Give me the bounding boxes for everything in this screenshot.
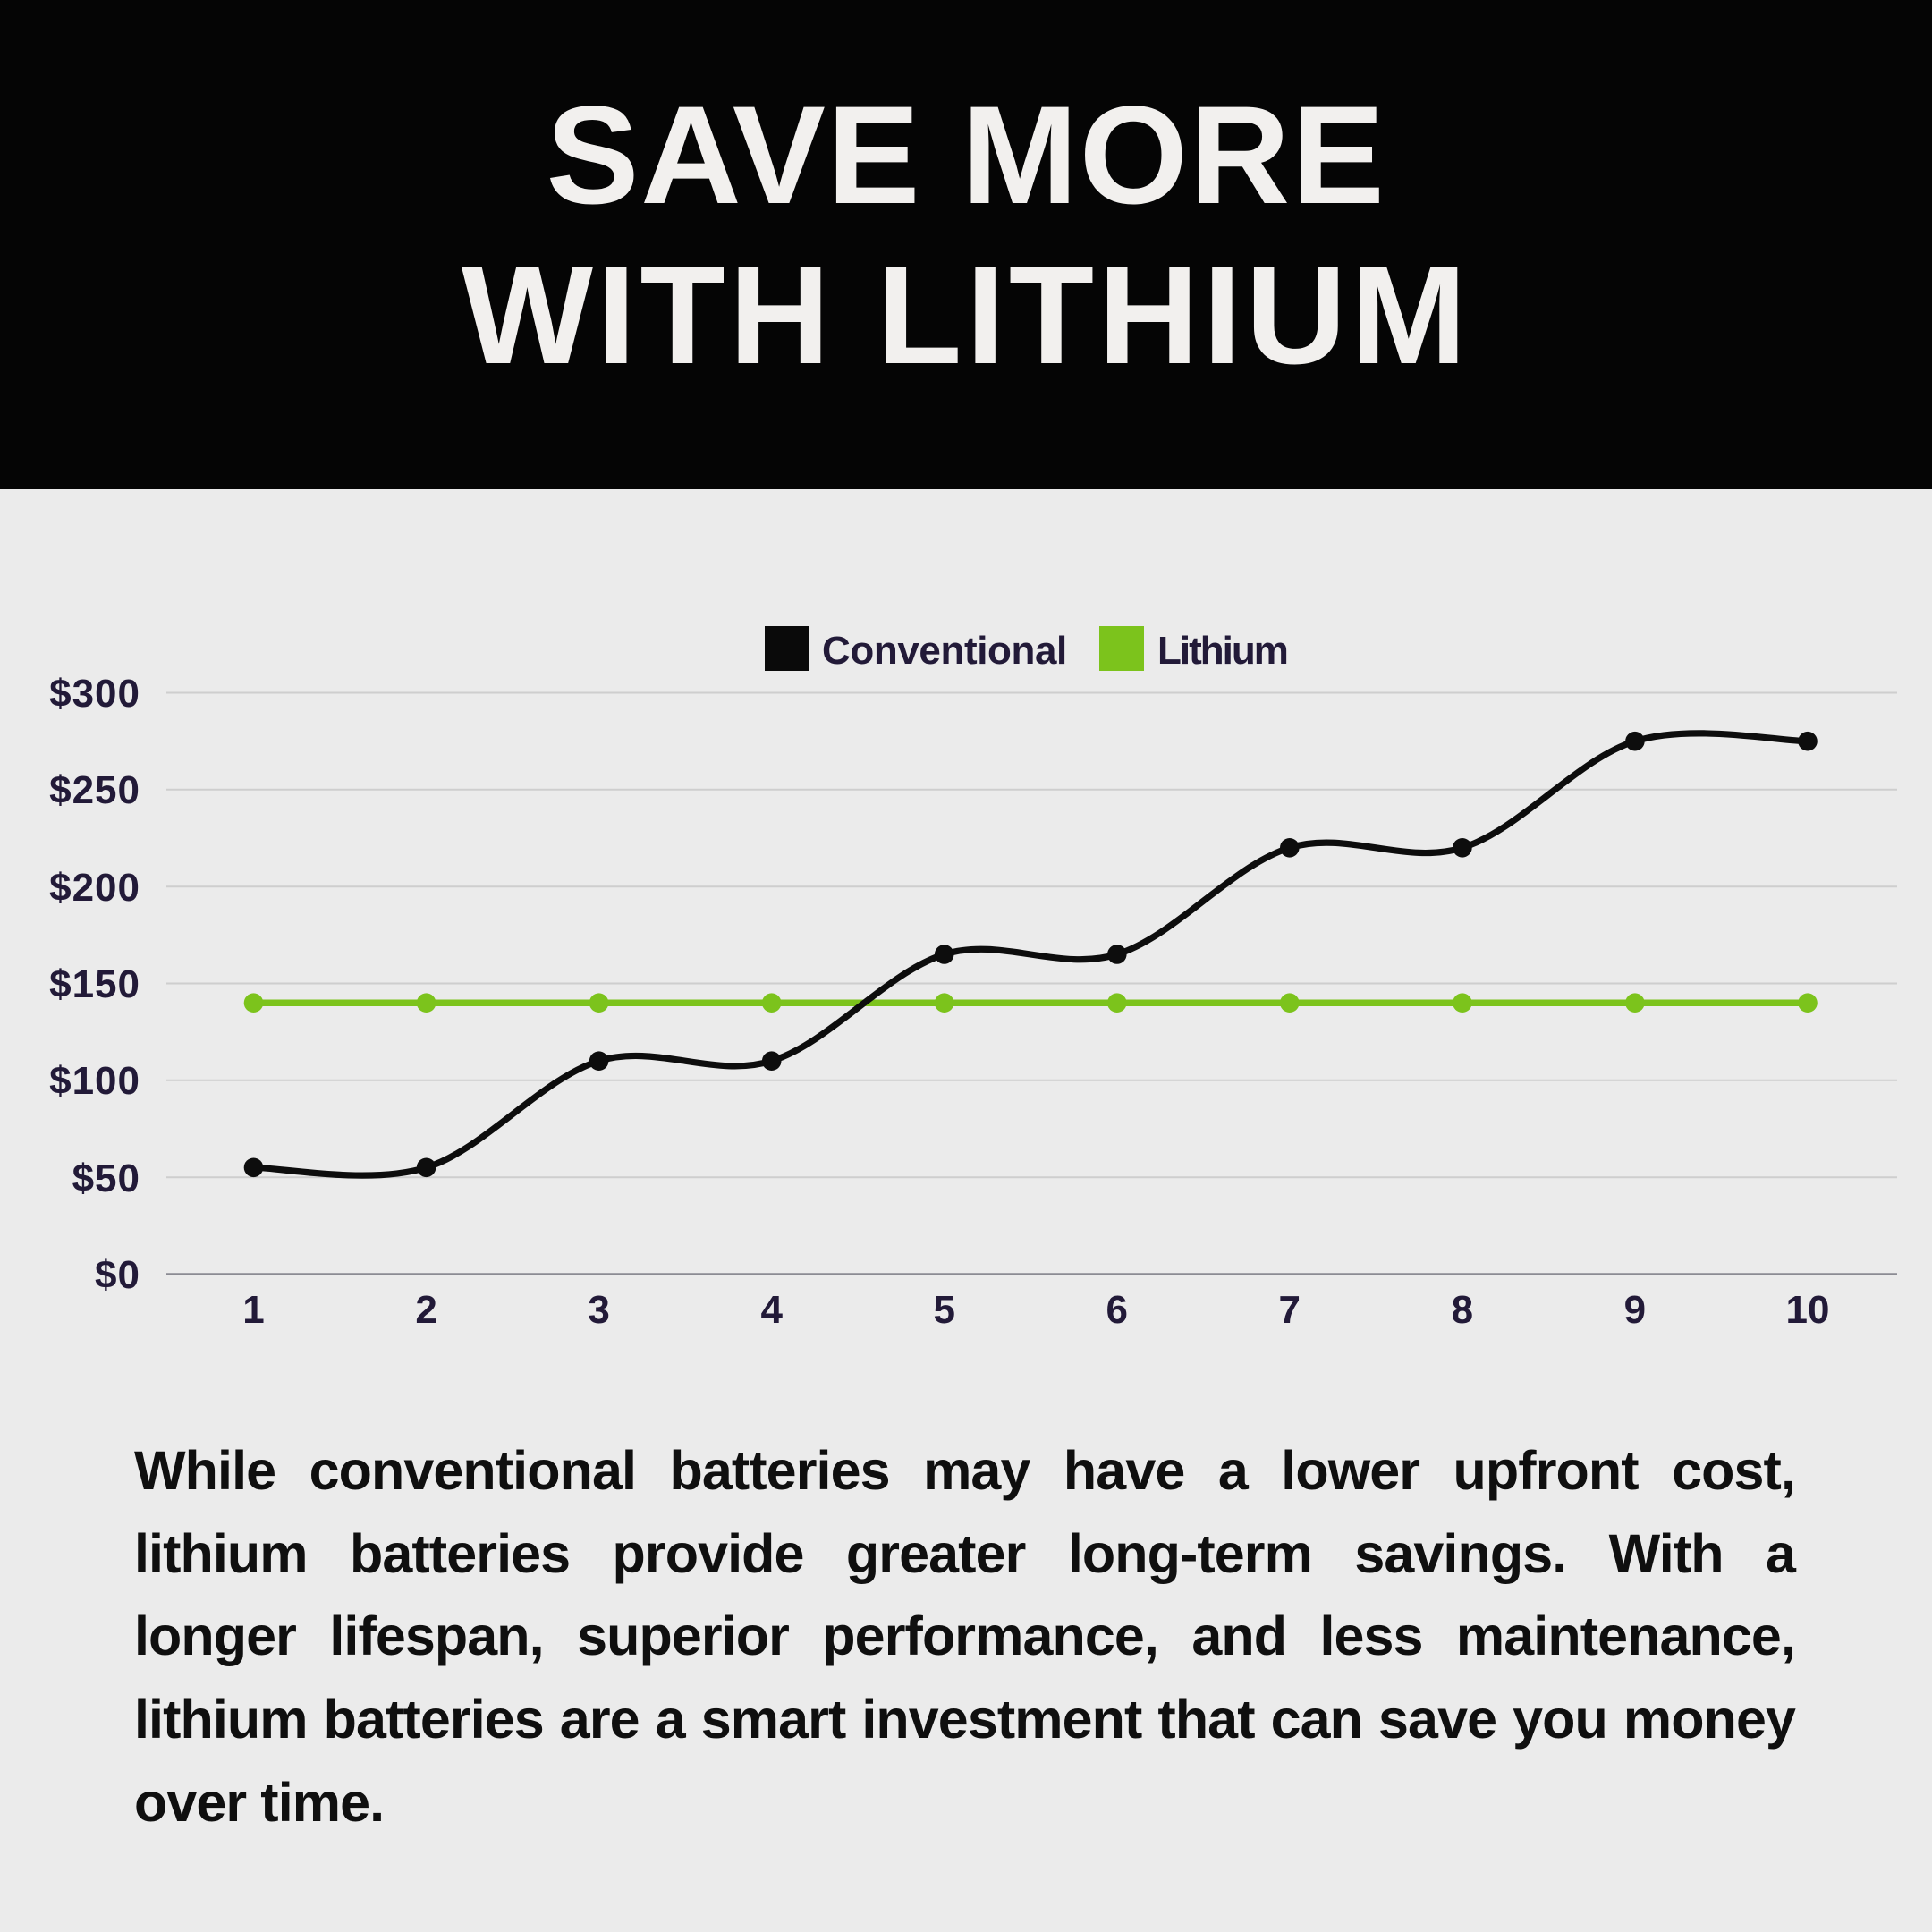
svg-text:$150: $150	[49, 962, 140, 1006]
svg-text:Conventional: Conventional	[822, 629, 1067, 673]
svg-text:6: 6	[1106, 1288, 1128, 1332]
svg-text:4: 4	[760, 1288, 783, 1332]
svg-text:$100: $100	[49, 1059, 140, 1103]
svg-text:10: 10	[1786, 1288, 1830, 1332]
svg-text:$250: $250	[49, 768, 140, 812]
svg-text:3: 3	[588, 1288, 609, 1332]
svg-text:1: 1	[242, 1288, 264, 1332]
svg-text:Lithium: Lithium	[1157, 629, 1287, 673]
svg-text:8: 8	[1452, 1288, 1473, 1332]
svg-text:2: 2	[415, 1288, 436, 1332]
svg-text:$300: $300	[49, 672, 140, 716]
svg-text:9: 9	[1624, 1288, 1646, 1332]
svg-text:$50: $50	[72, 1157, 140, 1200]
svg-text:5: 5	[933, 1288, 954, 1332]
svg-text:7: 7	[1279, 1288, 1301, 1332]
svg-text:$0: $0	[95, 1253, 140, 1297]
svg-text:$200: $200	[49, 866, 140, 910]
